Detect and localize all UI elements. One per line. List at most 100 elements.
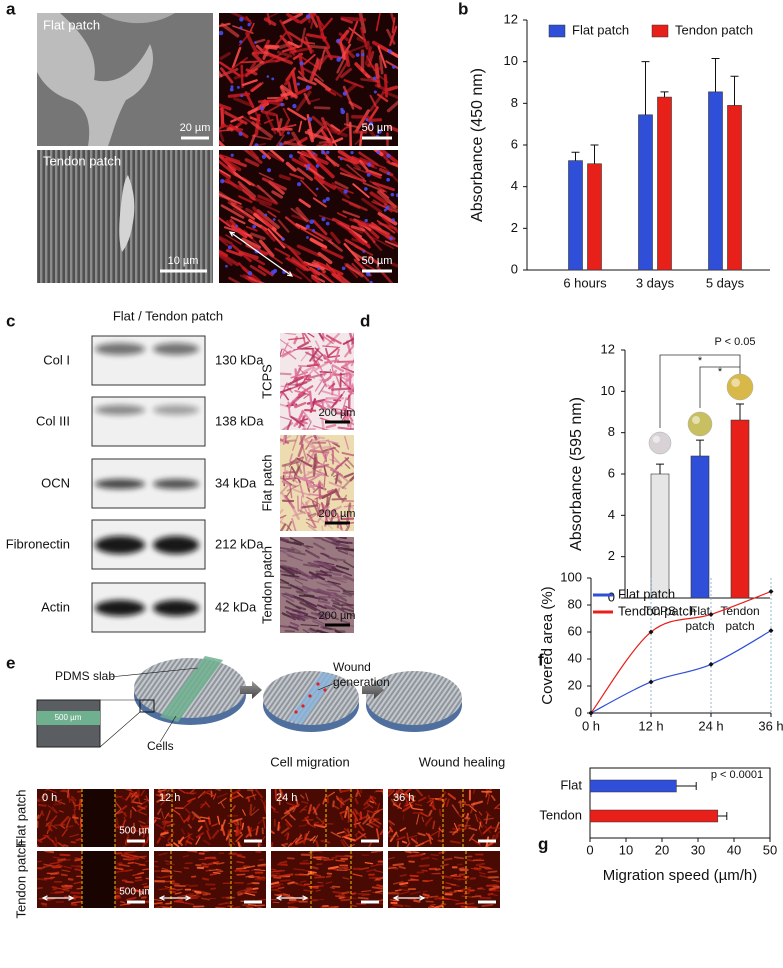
y-tick-label: 100 bbox=[560, 569, 582, 584]
cell-texture bbox=[406, 832, 410, 843]
cell-texture bbox=[232, 207, 255, 222]
cell-texture bbox=[263, 17, 277, 27]
cell-texture bbox=[332, 890, 344, 895]
cell-texture bbox=[225, 156, 247, 168]
cell-texture bbox=[289, 537, 305, 545]
cell-texture bbox=[341, 833, 352, 838]
cell-texture bbox=[244, 892, 256, 896]
cell-texture bbox=[291, 69, 298, 93]
cell-texture bbox=[287, 40, 300, 49]
cell-texture bbox=[317, 440, 327, 460]
fluorescence-image bbox=[219, 13, 398, 146]
cell-texture bbox=[298, 480, 305, 498]
cell-texture bbox=[343, 79, 364, 89]
cell-texture bbox=[266, 13, 280, 20]
cell-texture bbox=[212, 861, 219, 865]
nucleus bbox=[369, 280, 373, 283]
point bbox=[708, 661, 714, 667]
cell-texture bbox=[358, 13, 367, 34]
cell-texture bbox=[307, 628, 317, 633]
cell-texture bbox=[295, 834, 303, 844]
cell-texture bbox=[315, 889, 321, 892]
cell-texture bbox=[160, 831, 169, 836]
cell-texture bbox=[310, 13, 316, 29]
cell-dot bbox=[308, 694, 312, 698]
cell-texture bbox=[47, 820, 53, 832]
cell-texture bbox=[302, 629, 310, 633]
cell-texture bbox=[251, 52, 263, 64]
cell-texture bbox=[228, 276, 242, 283]
cell-texture bbox=[399, 791, 410, 799]
cell-texture bbox=[289, 456, 304, 464]
cell-texture bbox=[47, 789, 57, 794]
cell-dot bbox=[316, 682, 320, 686]
cell-texture bbox=[282, 38, 296, 56]
cell-texture bbox=[309, 237, 328, 250]
image-label: Tendon patch bbox=[43, 153, 121, 168]
cell-texture bbox=[306, 150, 318, 162]
cell-texture bbox=[340, 16, 367, 22]
cell-texture bbox=[122, 841, 131, 847]
cell-texture bbox=[320, 839, 331, 844]
cell-texture bbox=[275, 30, 288, 46]
cell-texture bbox=[473, 867, 482, 870]
cell-texture bbox=[442, 797, 448, 803]
cell-texture bbox=[280, 578, 290, 585]
cell-texture bbox=[114, 895, 120, 899]
cell-texture bbox=[299, 601, 317, 612]
nucleus bbox=[342, 91, 347, 96]
cell-texture bbox=[366, 63, 382, 70]
cell-texture bbox=[193, 894, 201, 898]
cell-texture bbox=[330, 886, 335, 889]
point bbox=[768, 628, 774, 634]
cell-texture bbox=[488, 884, 500, 887]
cell-texture bbox=[244, 276, 255, 283]
cell-texture bbox=[304, 815, 309, 821]
cell-texture bbox=[284, 831, 289, 837]
cell-texture bbox=[60, 815, 70, 826]
cell-texture bbox=[297, 76, 317, 86]
cell-texture bbox=[166, 813, 173, 819]
cell-texture bbox=[282, 348, 297, 360]
cell-texture bbox=[283, 895, 295, 898]
blot-band bbox=[153, 600, 199, 616]
cell-texture bbox=[231, 805, 236, 811]
cell-texture bbox=[230, 906, 241, 908]
cell-texture bbox=[305, 545, 314, 548]
cell-texture bbox=[182, 854, 190, 858]
cell-texture bbox=[434, 896, 445, 900]
cell-texture bbox=[171, 882, 180, 886]
cell-texture bbox=[283, 807, 295, 815]
cell-texture bbox=[317, 505, 330, 522]
y-tick-label: 2 bbox=[608, 548, 615, 563]
cell-texture bbox=[257, 265, 274, 277]
cell-texture bbox=[337, 594, 347, 598]
cell-texture bbox=[360, 789, 363, 794]
cell-texture bbox=[300, 624, 320, 627]
cell-texture bbox=[281, 873, 294, 877]
cell-texture bbox=[309, 437, 321, 444]
cell-texture bbox=[336, 796, 344, 801]
cell-shape bbox=[100, 13, 175, 24]
cell-texture bbox=[219, 170, 231, 180]
cell-texture bbox=[255, 789, 263, 799]
nucleus bbox=[396, 193, 398, 198]
error-bar bbox=[711, 58, 720, 92]
cell-texture bbox=[286, 419, 292, 430]
cell-texture bbox=[124, 851, 136, 854]
wound-gap bbox=[82, 789, 115, 847]
cell-dot bbox=[294, 710, 298, 714]
cell-texture bbox=[275, 134, 285, 146]
cell-texture bbox=[138, 820, 146, 825]
cell-texture bbox=[366, 823, 374, 829]
cell-texture bbox=[388, 820, 393, 827]
cell-texture bbox=[369, 800, 375, 804]
cell-texture bbox=[312, 219, 328, 236]
cell-texture bbox=[70, 891, 81, 895]
cell-texture bbox=[219, 190, 237, 205]
cell-texture bbox=[45, 822, 53, 832]
cell-texture bbox=[426, 879, 433, 882]
cell-texture bbox=[316, 360, 326, 377]
cell-texture bbox=[216, 792, 228, 799]
cell-texture bbox=[160, 797, 169, 806]
